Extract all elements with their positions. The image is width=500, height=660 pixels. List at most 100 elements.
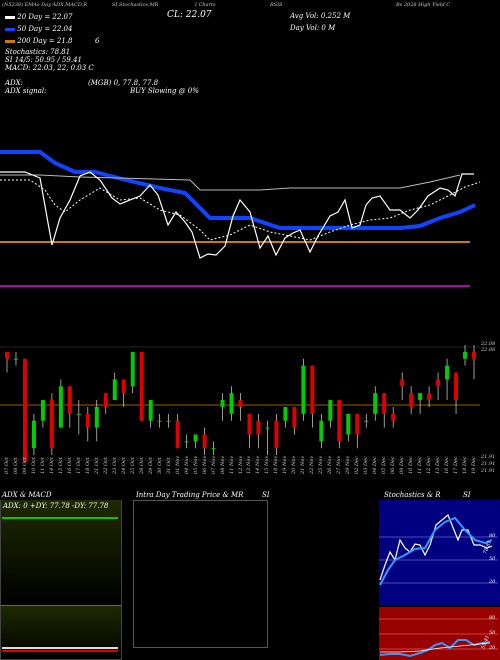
rsi-panel: [379, 607, 500, 660]
adx-plus-line: [2, 517, 118, 519]
candle-body: [310, 365, 315, 414]
macd-signal-line: [2, 650, 118, 652]
rsi-tick-50: 50: [489, 630, 496, 636]
candle-body: [265, 427, 270, 429]
price-tick-2: 22.06: [481, 347, 496, 353]
candle-body: [364, 420, 369, 422]
ema-chart: [0, 150, 481, 287]
ema20-label: 20 Day = 22.07: [17, 13, 73, 21]
avg-volume: Avg Vol: 0.252 M: [290, 12, 351, 20]
candle-body: [355, 413, 360, 435]
candle-body: [220, 400, 225, 407]
legend-ema20: 20 Day = 22.07: [5, 14, 72, 21]
close-label: CL: 22.07: [167, 10, 212, 20]
candle-body: [319, 420, 324, 442]
signal-line: [0, 174, 461, 191]
candle-body: [418, 393, 423, 401]
day-volume: Day Vol: 0 M: [290, 24, 336, 32]
candle-body: [121, 379, 126, 394]
candle-body: [454, 372, 459, 401]
legend-ema50: 50 Day = 22.04: [5, 26, 72, 33]
ema20-swatch: [5, 15, 15, 19]
ema50-label: 50 Day = 22.04: [17, 25, 73, 33]
price-tick-5: 21.91: [481, 468, 496, 474]
stoch-d-line: [379, 516, 493, 586]
intraday-panel: [133, 500, 268, 648]
candle-body: [76, 413, 81, 415]
ema50-swatch: [5, 27, 15, 31]
legend-ema200: 200 Day = 21.8: [5, 38, 72, 45]
candle-body: [202, 434, 207, 449]
header-title-3: I Charts: [195, 2, 216, 8]
candle-body: [391, 413, 396, 421]
stoch-panel-tail: SI: [463, 491, 471, 499]
candle-body: [148, 400, 153, 421]
candle-body: [373, 393, 378, 414]
candle-body: [85, 413, 90, 428]
candle-body: [22, 358, 27, 462]
candle-body: [139, 351, 144, 421]
adx-values: ADX: 0 +DY: 77.78 -DY: 77.78: [3, 502, 109, 510]
stoch-panel: [379, 500, 500, 605]
header-title-5: Bs 2028 High Yield C: [396, 2, 451, 8]
rsi-signal-line: [380, 642, 491, 653]
candle-body: [274, 420, 279, 449]
candle-body: [256, 420, 261, 435]
stoch-tick-50: 50: [489, 556, 496, 562]
candlestick-chart: [0, 345, 480, 462]
candle-body: [229, 393, 234, 414]
header-title-4: RSIS: [270, 2, 283, 8]
candle-body: [337, 400, 342, 442]
stoch-tick-80: 80: [489, 533, 496, 539]
legend-stochastics: Stochastics: 78.81: [5, 48, 71, 56]
price-line: [0, 171, 474, 259]
header-title-2: SI,Stochastics,MR: [112, 2, 159, 8]
candle-body: [5, 351, 9, 359]
legend-si: SI 14/5: 50.95 / 59.41: [5, 56, 82, 64]
candle-body: [238, 400, 243, 407]
candle-body: [427, 393, 432, 401]
candle-body: [166, 420, 171, 422]
header-title-1: (N5238) EMAs Day ADX,MACD,R: [2, 2, 88, 8]
intraday-panel-title: Intra Day Trading Price & MR: [136, 491, 244, 499]
rsi-tick-80: 80: [489, 615, 496, 621]
macd-line: [2, 647, 118, 649]
candle-body: [193, 434, 198, 442]
price-tick-3: 21.91: [481, 454, 496, 460]
stoch-dots-line: [0, 179, 481, 241]
candle-body: [49, 400, 54, 449]
candle-body: [130, 351, 135, 387]
candle-body: [436, 379, 441, 387]
candle-body: [175, 420, 180, 449]
candle-body: [247, 413, 252, 435]
ema200-label: 200 Day = 21.8: [17, 37, 73, 45]
adx-info-1: ADX:: [5, 79, 24, 87]
candle-body: [13, 358, 18, 360]
rsi-line: [379, 639, 491, 658]
ema200-swatch: [5, 39, 15, 43]
price-tick-4: 21.91: [481, 461, 496, 467]
candle-body: [31, 420, 36, 449]
adx-info-2: ADX signal:: [5, 87, 47, 95]
candle-body: [157, 420, 162, 422]
stoch-k-line: [379, 514, 493, 581]
candle-body: [382, 393, 387, 414]
candle-body: [346, 413, 351, 435]
intraday-panel-tail: SI: [262, 491, 270, 499]
price-tick-1: 22.08: [481, 341, 496, 347]
adx-panel-title: ADX & MACD: [2, 491, 52, 499]
candle-body: [67, 386, 72, 414]
candle-body: [211, 448, 216, 450]
stoch-tick-20: 20: [489, 579, 496, 585]
ema200-tail: 6: [95, 37, 100, 45]
candle-body: [112, 379, 117, 401]
candle-body: [328, 400, 333, 421]
candle-body: [445, 365, 450, 380]
candle-body: [292, 406, 297, 428]
legend-macd: MACD: 22.03, 22, 0.03 C: [5, 64, 94, 72]
candle-body: [283, 406, 288, 421]
ema50-line: [0, 150, 476, 230]
adx-divider: [0, 605, 122, 606]
candle-body: [463, 351, 468, 359]
